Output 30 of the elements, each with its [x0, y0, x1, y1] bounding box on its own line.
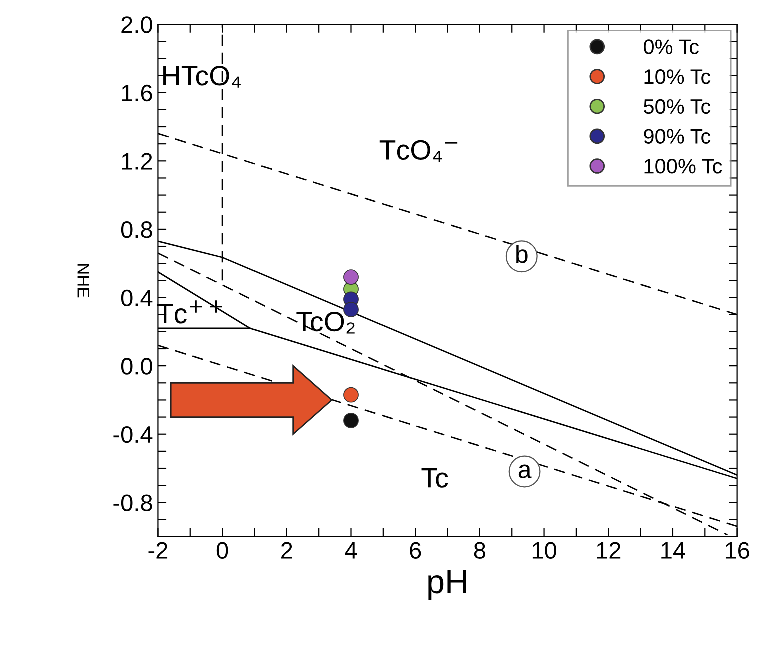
y-tick-label: 0.8	[121, 222, 152, 238]
y-tick-label: 0.4	[121, 290, 153, 307]
x-tick-label: 10	[532, 542, 556, 560]
x-tick-label: 12	[597, 542, 621, 559]
y-tick-label: -0.4	[114, 426, 153, 444]
annotation: b	[516, 244, 528, 264]
legend-label: 0% Tc	[644, 40, 700, 54]
y-tick-label: 2.0	[122, 16, 152, 34]
x-tick-label: 0	[216, 542, 228, 560]
x-tick-label: 2	[282, 542, 292, 559]
legend-label: 10% Tc	[644, 70, 711, 84]
annotation: TcO₄$^{−}$	[380, 140, 458, 162]
y-tick-label: 1.6	[122, 84, 152, 102]
y-tick-label: 1.2	[122, 153, 152, 170]
x-tick-label: -2	[148, 542, 168, 559]
x-tick-label: 8	[474, 542, 486, 560]
y-tick-label: 0.0	[121, 358, 152, 375]
annotation: TcO₂	[296, 312, 355, 334]
annotation: a	[518, 464, 532, 478]
annotation: Tc	[422, 468, 448, 488]
y-tick-label: -0.8	[114, 494, 152, 512]
x-axis-title: pH	[428, 570, 466, 600]
x-tick-label: 16	[726, 542, 750, 560]
legend-label: 50% Tc	[644, 99, 711, 114]
legend-label: 90% Tc	[644, 129, 711, 144]
x-tick-label: 14	[662, 542, 686, 559]
legend-label: 100% Tc	[644, 159, 722, 174]
y-axis-title: NHE	[78, 264, 90, 298]
x-tick-label: 4	[345, 542, 358, 559]
x-tick-label: 6	[410, 542, 422, 560]
